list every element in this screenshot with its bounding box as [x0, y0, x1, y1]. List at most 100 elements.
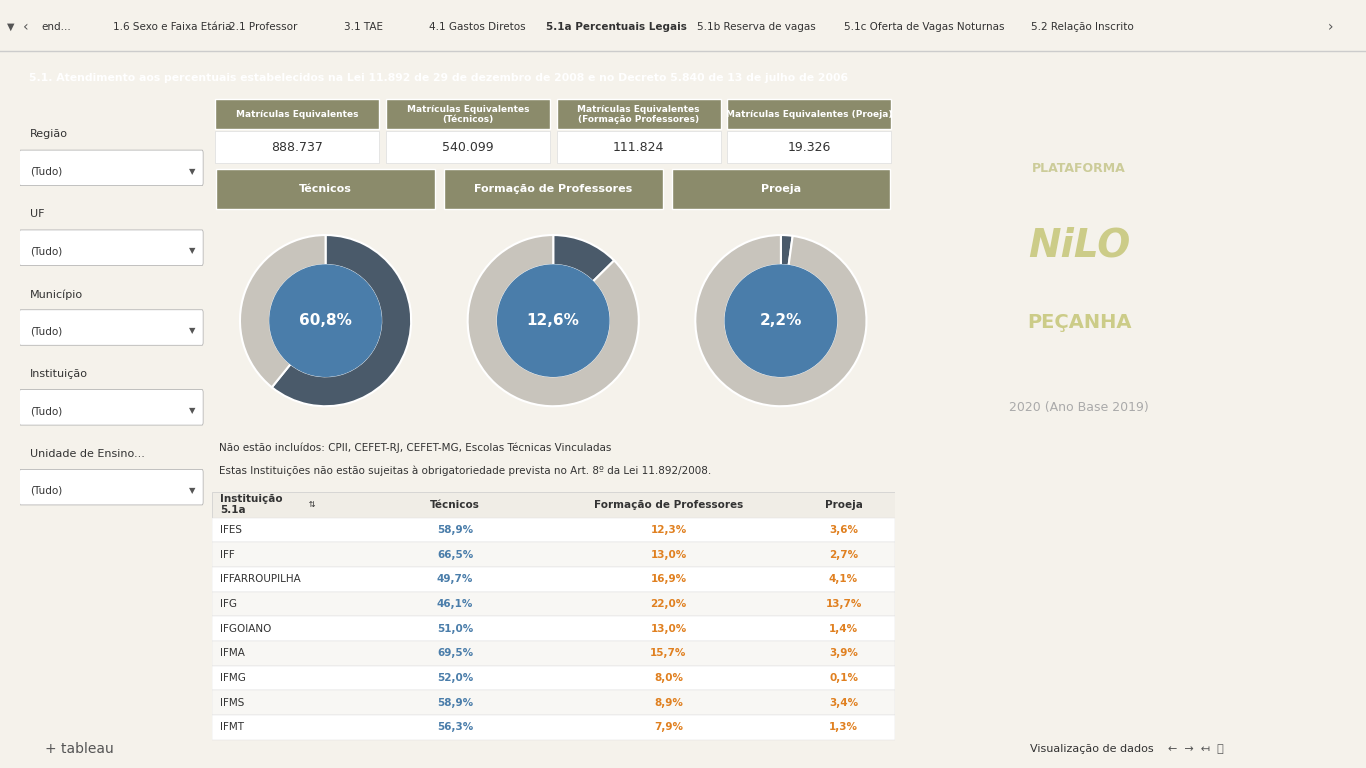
Text: Matrículas Equivalentes
(Técnicos): Matrículas Equivalentes (Técnicos) — [407, 104, 529, 124]
Text: Unidade de Ensino...: Unidade de Ensino... — [30, 449, 145, 458]
Text: Não estão incluídos: CPII, CEFET-RJ, CEFET-MG, Escolas Técnicas Vinculadas: Não estão incluídos: CPII, CEFET-RJ, CEF… — [219, 442, 611, 453]
Text: ›: › — [1328, 20, 1333, 34]
Text: 1,4%: 1,4% — [829, 624, 858, 634]
Text: (Tudo): (Tudo) — [30, 167, 63, 177]
Text: 111.824: 111.824 — [613, 141, 664, 154]
Text: Matrículas Equivalentes
(Formação Professores): Matrículas Equivalentes (Formação Profes… — [578, 104, 699, 124]
Text: 3,6%: 3,6% — [829, 525, 858, 535]
Text: Técnicos: Técnicos — [430, 500, 479, 510]
Wedge shape — [467, 235, 639, 406]
Text: ▼: ▼ — [189, 167, 195, 176]
Bar — [212, 666, 895, 690]
Text: 7,9%: 7,9% — [654, 723, 683, 733]
Text: (Tudo): (Tudo) — [30, 486, 63, 496]
Text: Proeja: Proeja — [825, 500, 862, 510]
Text: Formação de Professores: Formação de Professores — [474, 184, 632, 194]
Text: 4.1 Gastos Diretos: 4.1 Gastos Diretos — [429, 22, 526, 32]
Text: IFMA: IFMA — [220, 648, 245, 658]
Text: (Tudo): (Tudo) — [30, 247, 63, 257]
Text: + tableau: + tableau — [45, 742, 113, 756]
Text: 49,7%: 49,7% — [437, 574, 473, 584]
Text: 58,9%: 58,9% — [437, 525, 473, 535]
Bar — [212, 641, 895, 666]
Text: Matrículas Equivalentes: Matrículas Equivalentes — [236, 110, 358, 119]
Text: UF: UF — [30, 209, 45, 219]
Text: 3,9%: 3,9% — [829, 648, 858, 658]
Text: Matrículas Equivalentes (Proeja): Matrículas Equivalentes (Proeja) — [727, 110, 892, 119]
FancyBboxPatch shape — [19, 389, 204, 425]
Text: Instituição: Instituição — [30, 369, 87, 379]
Bar — [385, 131, 549, 164]
Text: 5.1a Percentuais Legais: 5.1a Percentuais Legais — [546, 22, 687, 32]
Circle shape — [725, 265, 836, 376]
Bar — [212, 616, 895, 641]
Text: IFMS: IFMS — [220, 697, 245, 707]
Text: 19.326: 19.326 — [788, 141, 831, 154]
Text: 51,0%: 51,0% — [437, 624, 473, 634]
Text: 5.2 Relação Inscrito: 5.2 Relação Inscrito — [1031, 22, 1134, 32]
Text: PLATAFORMA: PLATAFORMA — [1033, 163, 1126, 175]
Text: ▼: ▼ — [7, 22, 14, 32]
Text: IFG: IFG — [220, 599, 238, 609]
Text: 2,7%: 2,7% — [829, 550, 858, 560]
Text: 888.737: 888.737 — [272, 141, 322, 154]
Text: Município: Município — [30, 289, 83, 300]
Text: (Tudo): (Tudo) — [30, 326, 63, 336]
Bar — [212, 715, 895, 740]
Text: Instituição
5.1a: Instituição 5.1a — [220, 494, 283, 515]
Text: Proeja: Proeja — [761, 184, 800, 194]
Text: 3.1 TAE: 3.1 TAE — [344, 22, 384, 32]
Text: 2.1 Professor: 2.1 Professor — [229, 22, 298, 32]
Bar — [212, 567, 895, 591]
Bar — [216, 131, 378, 164]
Text: IFF: IFF — [220, 550, 235, 560]
Text: 52,0%: 52,0% — [437, 673, 473, 683]
Bar — [557, 100, 721, 129]
Bar — [216, 100, 378, 129]
Text: Formação de Professores: Formação de Professores — [594, 500, 743, 510]
FancyBboxPatch shape — [19, 469, 204, 505]
Wedge shape — [240, 235, 325, 387]
Circle shape — [270, 265, 381, 376]
Bar — [672, 169, 891, 209]
Text: 5.1. Atendimento aos percentuais estabelecidos na Lei 11.892 de 29 de dezembro d: 5.1. Atendimento aos percentuais estabel… — [29, 72, 848, 83]
Bar — [212, 518, 895, 542]
Text: 69,5%: 69,5% — [437, 648, 473, 658]
Text: PEÇANHA: PEÇANHA — [1027, 313, 1131, 332]
Bar — [385, 100, 549, 129]
Text: 60,8%: 60,8% — [299, 313, 352, 328]
Text: ‹: ‹ — [23, 20, 29, 34]
Text: 56,3%: 56,3% — [437, 723, 473, 733]
Text: 5.1c Oferta de Vagas Noturnas: 5.1c Oferta de Vagas Noturnas — [844, 22, 1004, 32]
Text: 1.6 Sexo e Faixa Etária: 1.6 Sexo e Faixa Etária — [113, 22, 232, 32]
Text: 46,1%: 46,1% — [437, 599, 473, 609]
Text: ▼: ▼ — [189, 326, 195, 336]
Text: 4,1%: 4,1% — [829, 574, 858, 584]
Text: 66,5%: 66,5% — [437, 550, 473, 560]
Text: 3,4%: 3,4% — [829, 697, 858, 707]
Text: ←  →  ↤  ⛶: ← → ↤ ⛶ — [1168, 743, 1224, 754]
Text: Visualização de dados: Visualização de dados — [1030, 743, 1154, 754]
Text: 8,9%: 8,9% — [654, 697, 683, 707]
Wedge shape — [272, 235, 411, 406]
Text: 2020 (Ano Base 2019): 2020 (Ano Base 2019) — [1009, 401, 1149, 413]
Text: Técnicos: Técnicos — [299, 184, 352, 194]
FancyBboxPatch shape — [19, 150, 204, 186]
Bar — [212, 591, 895, 616]
Text: IFMT: IFMT — [220, 723, 245, 733]
Text: 22,0%: 22,0% — [650, 599, 687, 609]
FancyBboxPatch shape — [19, 230, 204, 266]
Text: 2,2%: 2,2% — [759, 313, 802, 328]
Bar — [212, 690, 895, 715]
Text: IFMG: IFMG — [220, 673, 246, 683]
Text: end...: end... — [41, 22, 71, 32]
Wedge shape — [781, 235, 792, 266]
Text: (Tudo): (Tudo) — [30, 406, 63, 416]
Bar — [727, 131, 891, 164]
Text: 13,0%: 13,0% — [650, 550, 687, 560]
Bar — [444, 169, 663, 209]
Text: 540.099: 540.099 — [443, 141, 493, 154]
Bar — [727, 100, 891, 129]
Text: Estas Instituições não estão sujeitas à obrigatoriedade prevista no Art. 8º da L: Estas Instituições não estão sujeitas à … — [219, 465, 710, 475]
Text: ⇅: ⇅ — [306, 500, 316, 509]
